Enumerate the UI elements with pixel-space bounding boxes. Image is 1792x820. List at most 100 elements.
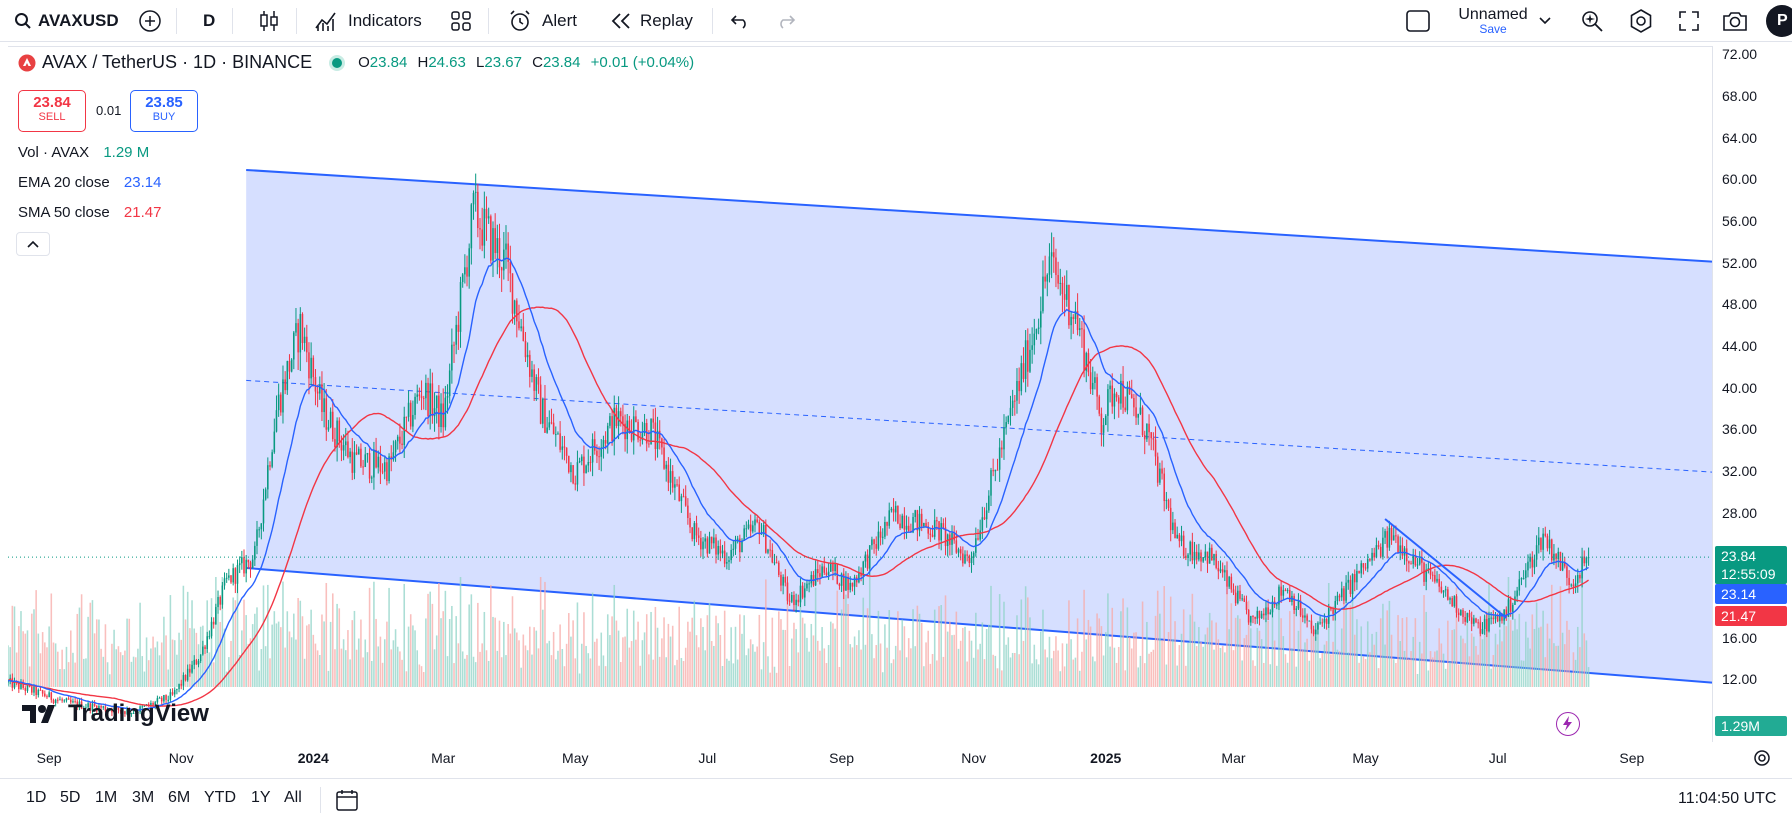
symbol-search-button[interactable]: AVAXUSD bbox=[14, 0, 119, 42]
layouts-button[interactable] bbox=[450, 0, 472, 42]
range-1y[interactable]: 1Y bbox=[251, 789, 271, 806]
ema-legend[interactable]: EMA 20 close 23.14 bbox=[18, 174, 161, 191]
candle-body bbox=[819, 573, 821, 577]
quick-search-button[interactable] bbox=[1580, 0, 1606, 42]
collapse-legend-button[interactable] bbox=[16, 232, 50, 256]
replay-button[interactable]: Replay bbox=[610, 0, 693, 42]
clock[interactable]: 11:04:50 UTC bbox=[1678, 790, 1777, 807]
candle-body bbox=[1572, 584, 1575, 587]
candle-body bbox=[806, 583, 808, 589]
compare-button[interactable] bbox=[138, 0, 162, 42]
volume-bar bbox=[1343, 603, 1345, 687]
volume-bar bbox=[1557, 645, 1560, 687]
interval-button[interactable]: D bbox=[203, 11, 216, 30]
volume-bar bbox=[749, 639, 752, 687]
volume-bar bbox=[132, 656, 135, 687]
chart-canvas[interactable] bbox=[8, 47, 1712, 743]
volume-bar bbox=[327, 670, 330, 687]
candle-body bbox=[362, 466, 364, 468]
layout-name-button[interactable]: Unnamed Save bbox=[1448, 0, 1538, 42]
alert-button[interactable]: Alert bbox=[508, 0, 577, 42]
tradingview-logo[interactable]: TradingView bbox=[22, 700, 209, 728]
candle-body bbox=[851, 582, 854, 587]
volume-bar bbox=[1068, 600, 1070, 687]
layout-select-checkbox[interactable] bbox=[1406, 0, 1430, 42]
volume-bar bbox=[1373, 644, 1376, 687]
range-5d[interactable]: 5D bbox=[60, 789, 81, 806]
candle-body bbox=[128, 709, 131, 714]
range-1m[interactable]: 1M bbox=[95, 789, 118, 806]
candle-body bbox=[1133, 398, 1135, 408]
candle-body bbox=[1460, 610, 1462, 616]
volume-bar bbox=[1215, 622, 1217, 687]
layout-menu-button[interactable] bbox=[1538, 0, 1552, 42]
go-to-date-button[interactable] bbox=[334, 788, 360, 817]
candle-body bbox=[535, 377, 538, 391]
volume-bar bbox=[632, 610, 635, 687]
avatar[interactable]: P bbox=[1766, 5, 1792, 37]
volume-bar bbox=[929, 663, 932, 687]
volume-bar bbox=[1024, 586, 1027, 687]
volume-bar bbox=[1587, 667, 1590, 687]
snapshot-button[interactable] bbox=[1722, 0, 1748, 42]
axis-settings-button[interactable] bbox=[1752, 748, 1772, 773]
channel-mid-line bbox=[246, 379, 1712, 473]
volume-bar bbox=[1522, 660, 1525, 687]
candle-body bbox=[585, 465, 587, 474]
volume-bar bbox=[1559, 586, 1562, 687]
volume-bar bbox=[451, 605, 453, 687]
candle-body bbox=[1293, 595, 1295, 610]
symbol-title[interactable]: AVAX / TetherUS · 1D · BINANCE bbox=[42, 52, 313, 72]
range-3m[interactable]: 3M bbox=[132, 789, 155, 806]
volume-bar bbox=[1410, 651, 1412, 687]
volume-bar bbox=[1198, 627, 1200, 687]
candle-body bbox=[373, 449, 375, 478]
candle-body bbox=[643, 423, 646, 434]
volume-bar bbox=[1074, 657, 1077, 687]
candle-body bbox=[238, 563, 241, 566]
candle-body bbox=[1405, 548, 1408, 562]
volume-bar bbox=[593, 641, 596, 687]
volume-legend[interactable]: Vol · AVAX 1.29 M bbox=[18, 144, 149, 161]
candle-body bbox=[409, 402, 412, 427]
volume-bar bbox=[516, 632, 518, 687]
undo-button[interactable] bbox=[730, 0, 750, 42]
volume-bar bbox=[1033, 644, 1036, 687]
volume-bar bbox=[624, 636, 626, 687]
candle-body bbox=[1087, 353, 1090, 373]
range-1d[interactable]: 1D bbox=[26, 789, 47, 806]
chart-type-button[interactable] bbox=[258, 0, 280, 42]
chart-pane[interactable] bbox=[8, 46, 1712, 742]
volume-bar bbox=[780, 619, 782, 687]
candle-body bbox=[1353, 574, 1356, 583]
volume-bar bbox=[1113, 647, 1116, 687]
range-ytd[interactable]: YTD bbox=[204, 789, 236, 806]
candle-body bbox=[357, 448, 360, 455]
range-6m[interactable]: 6M bbox=[168, 789, 191, 806]
sell-button[interactable]: 23.84 SELL bbox=[18, 90, 86, 132]
volume-bar bbox=[1053, 650, 1055, 687]
candle-body bbox=[106, 709, 109, 711]
candle-body bbox=[184, 674, 187, 681]
fullscreen-button[interactable] bbox=[1678, 0, 1700, 42]
market-status-dot[interactable] bbox=[332, 57, 343, 68]
sma-legend[interactable]: SMA 50 close 21.47 bbox=[18, 204, 161, 221]
volume-bar bbox=[1345, 589, 1347, 687]
candle-body bbox=[1479, 622, 1482, 634]
range-all[interactable]: All bbox=[284, 789, 302, 806]
candle-body bbox=[1076, 311, 1079, 331]
volume-bar bbox=[1349, 605, 1352, 687]
candle-body bbox=[1146, 423, 1148, 440]
volume-bar bbox=[864, 644, 867, 687]
candle-body bbox=[1206, 551, 1209, 564]
settings-button[interactable] bbox=[1628, 0, 1654, 42]
indicators-button[interactable]: Indicators bbox=[314, 0, 422, 42]
volume-bar bbox=[964, 626, 966, 687]
candle-body bbox=[435, 395, 438, 409]
candle-body bbox=[899, 523, 901, 529]
buy-button[interactable]: 23.85 BUY bbox=[130, 90, 198, 132]
volume-bar bbox=[886, 647, 888, 687]
volume-bar bbox=[1260, 639, 1263, 687]
flash-icon[interactable] bbox=[1556, 712, 1580, 736]
redo-button[interactable] bbox=[776, 0, 796, 42]
